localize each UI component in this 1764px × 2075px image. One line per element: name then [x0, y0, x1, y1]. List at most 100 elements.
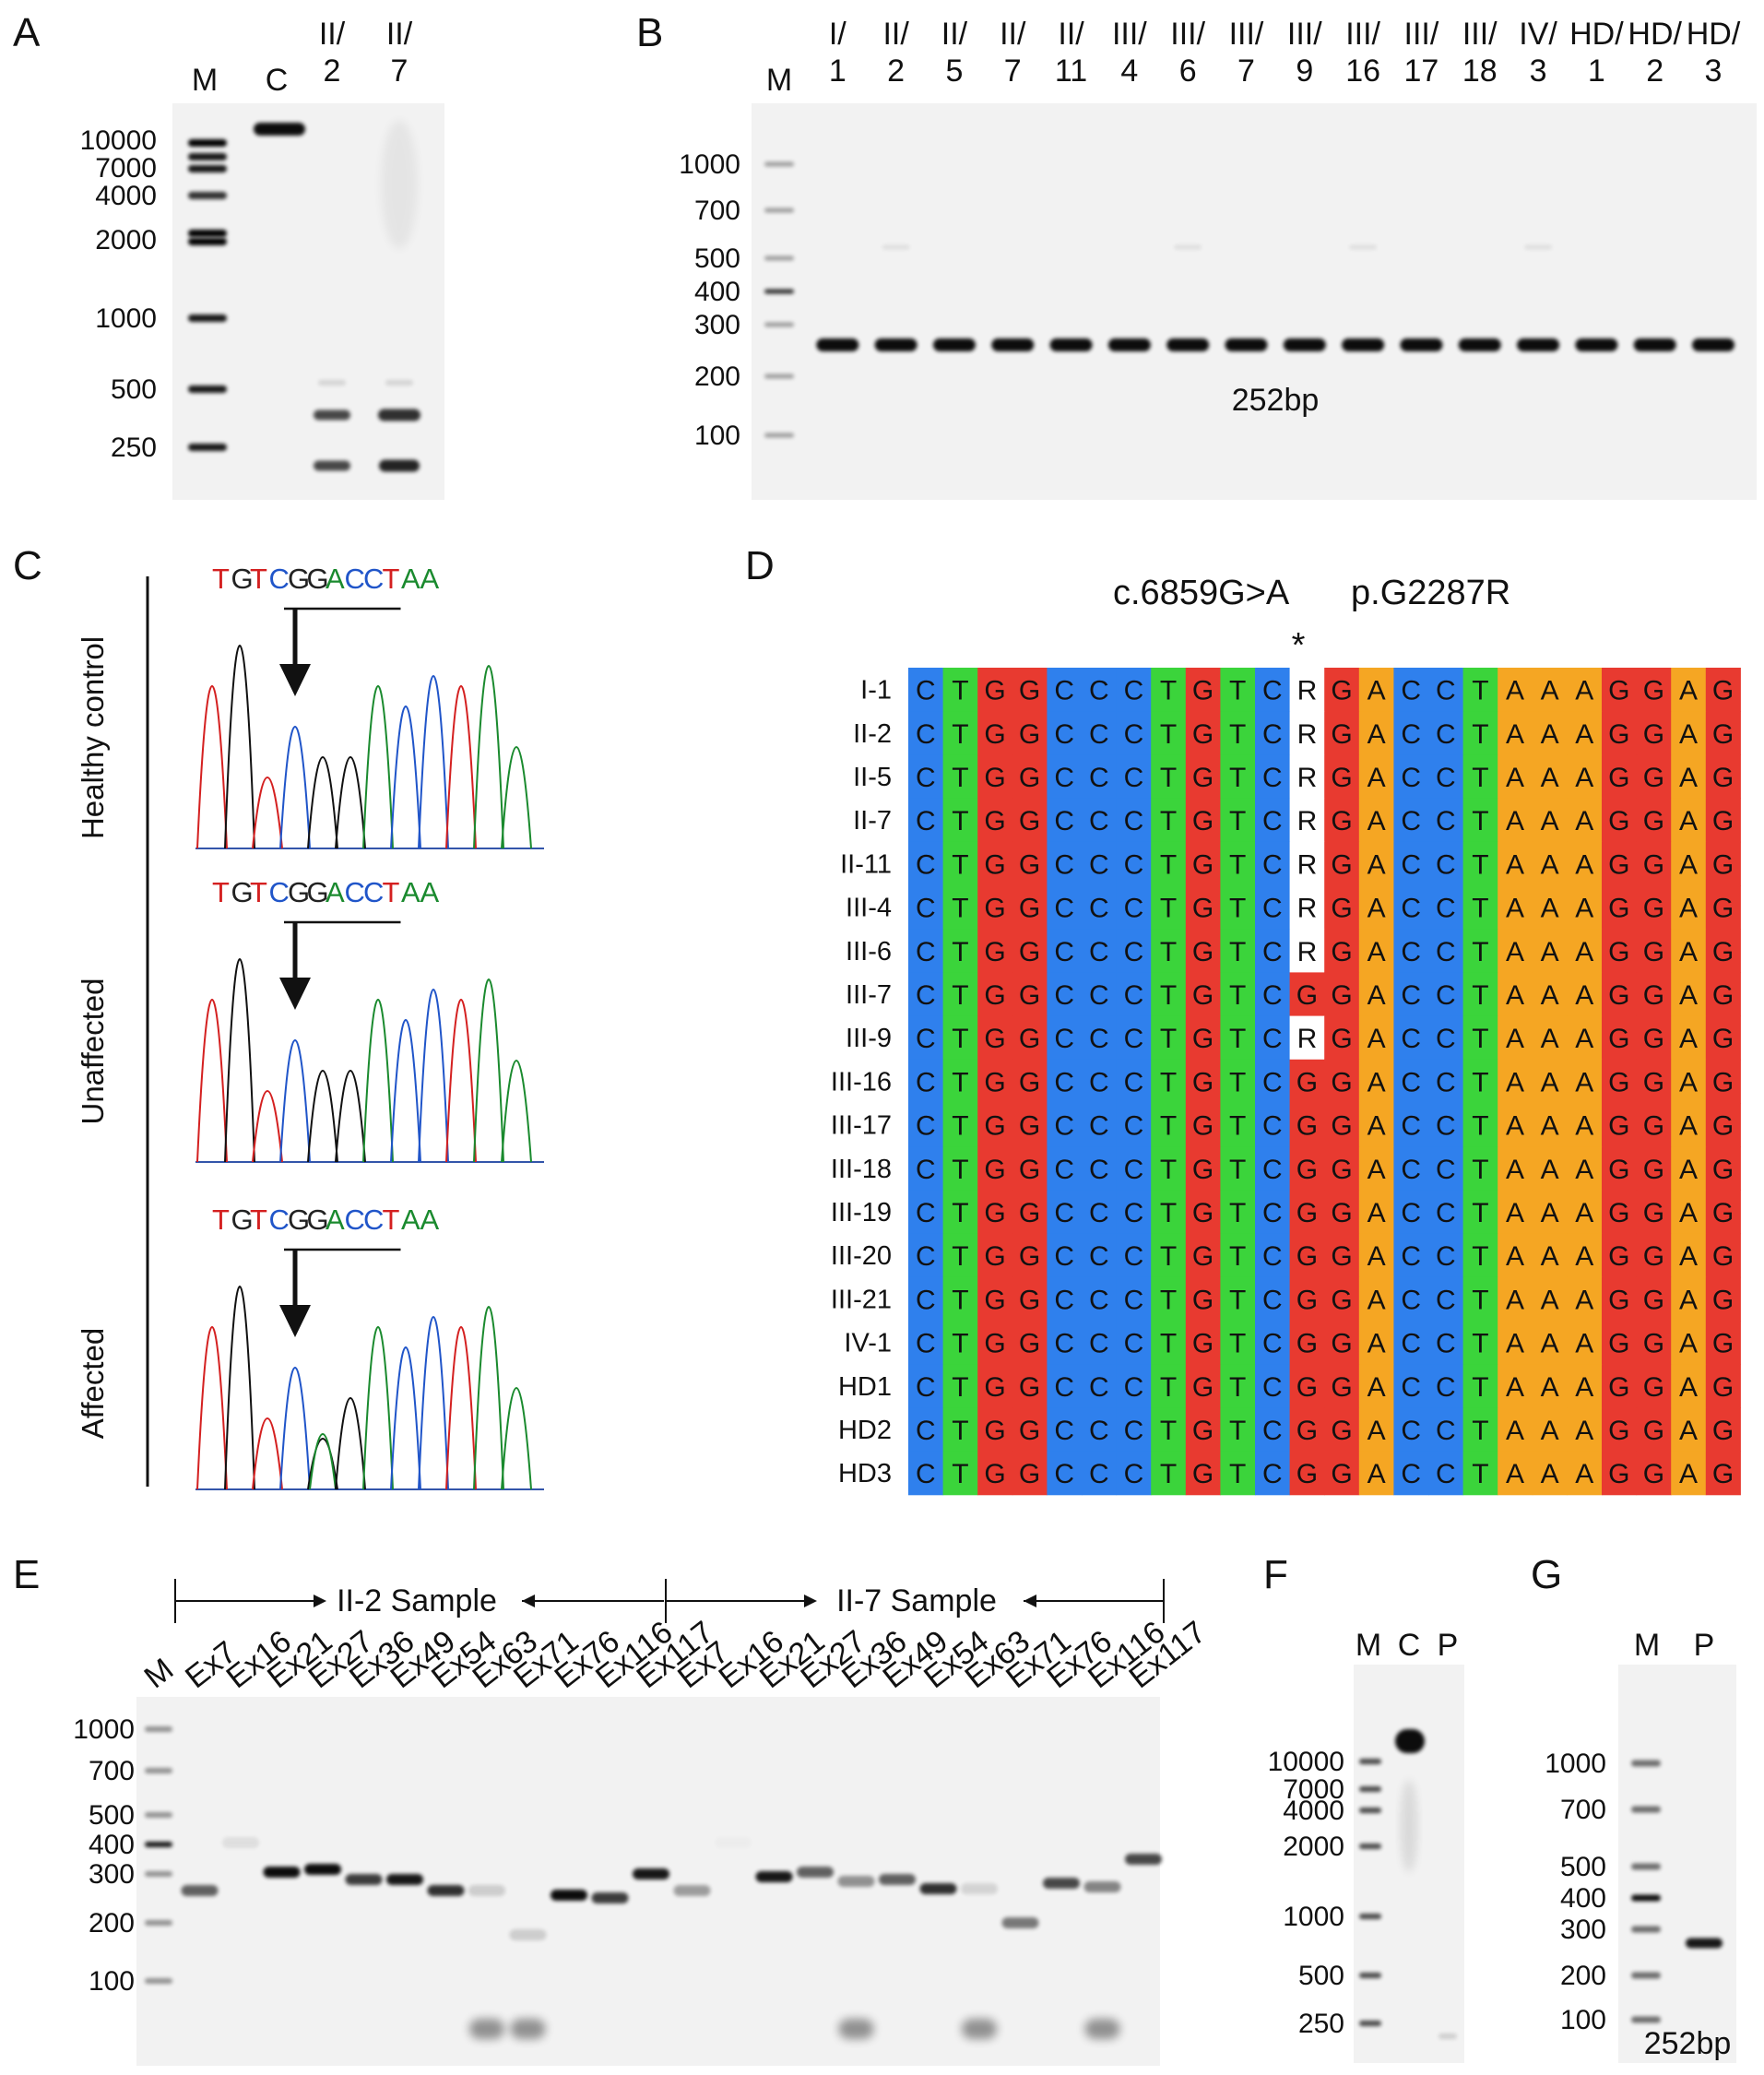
- alignment-cell: [1602, 1103, 1638, 1147]
- ladder-band: [764, 208, 794, 213]
- alignment-cell: [1428, 754, 1464, 800]
- alignment-cell: [1151, 711, 1187, 755]
- alignment-cell: [1671, 668, 1707, 712]
- alignment-cell: [1289, 1233, 1325, 1278]
- alignment-cell: [1393, 754, 1429, 800]
- alignment-base: G: [1019, 980, 1040, 1011]
- exon-band: [222, 1837, 259, 1848]
- alignment-cell: [1498, 1321, 1533, 1365]
- ladder-band: [764, 374, 794, 379]
- chromatogram-1: Healthy control TGTCGGACCTAA: [76, 563, 544, 849]
- alignment-cell: [1220, 1276, 1256, 1322]
- gel-f-ladder-label: 4000: [1283, 1796, 1344, 1826]
- alignment-cell: [977, 885, 1013, 930]
- alignment-row-label: I-1: [860, 676, 892, 706]
- pcr-band: [991, 338, 1035, 351]
- alignment-base: A: [1575, 1067, 1593, 1097]
- alignment-cell: [1151, 1103, 1187, 1147]
- alignment-base: G: [984, 980, 1005, 1011]
- pcr-band: [1400, 338, 1443, 351]
- exon-band: [304, 1864, 341, 1875]
- alignment-base: G: [1192, 1416, 1213, 1446]
- alignment-base: C: [1262, 1155, 1283, 1185]
- alignment-cell: [942, 668, 978, 712]
- trace-peak: [473, 978, 504, 1163]
- alignment-cell: [1532, 1451, 1568, 1496]
- alignment-cell: [1532, 1276, 1568, 1322]
- alignment-base: G: [1192, 1198, 1213, 1228]
- alignment-base: T: [1472, 849, 1488, 880]
- pcr-band: [1225, 338, 1268, 351]
- alignment-cell: [1255, 1190, 1291, 1235]
- gel-a-ladder-label: 7000: [95, 153, 157, 184]
- alignment-cell: [1393, 1015, 1429, 1061]
- gel-b-lane-label: III/7: [1229, 17, 1264, 89]
- ladder-band: [764, 433, 794, 438]
- alignment-base: A: [1575, 1198, 1593, 1228]
- ladder-band: [145, 1842, 172, 1847]
- alignment-cell: [1358, 1059, 1394, 1104]
- gel-b-lane-label: III/16: [1345, 17, 1380, 89]
- alignment-cell: [1324, 798, 1360, 843]
- alignment-base: T: [1472, 763, 1488, 793]
- alignment-base: T: [1160, 1198, 1177, 1228]
- alignment-cell: [908, 1276, 944, 1322]
- alignment-base: T: [1160, 806, 1177, 836]
- alignment-base: G: [1019, 763, 1040, 793]
- alignment-base: A: [1679, 1372, 1698, 1403]
- ladder-band: [1359, 1844, 1381, 1849]
- trace-peak: [390, 1019, 421, 1163]
- alignment-cell: [1047, 1059, 1083, 1104]
- alignment-cell: [977, 841, 1013, 886]
- alignment-base: G: [1331, 806, 1352, 836]
- alignment-cell: [1532, 711, 1568, 755]
- alignment-cell: [1462, 1233, 1498, 1278]
- alignment-cell: [1567, 885, 1603, 930]
- alignment-cell: [942, 798, 978, 843]
- alignment-cell: [1428, 1233, 1464, 1278]
- alignment-base: G: [1608, 1285, 1629, 1315]
- alignment-cell: [1012, 929, 1048, 973]
- gel-b-lane-label: M: [766, 63, 792, 98]
- alignment-cell: [1532, 1015, 1568, 1061]
- smear: [381, 120, 418, 249]
- alignment-cell: [1358, 841, 1394, 886]
- ladder-band: [1359, 1759, 1381, 1764]
- alignment-cell: [1705, 754, 1741, 800]
- ladder-band: [188, 139, 227, 147]
- alignment-cell: [1358, 1451, 1394, 1496]
- alignment-cell: [1671, 711, 1707, 755]
- gel-b-lane-label: II/5: [941, 17, 968, 89]
- chromatogram-group-label: Healthy control: [76, 636, 110, 839]
- trace-peak: [307, 756, 338, 849]
- alignment-cell: [1220, 929, 1256, 973]
- alignment-cell: [1185, 1364, 1221, 1408]
- alignment-base: C: [916, 980, 936, 1011]
- gel-g-ladder-label: 100: [1560, 2005, 1606, 2035]
- chromatogram-3: Affected TGTCGGACCTAA: [76, 1204, 544, 1490]
- alignment-base: A: [1367, 980, 1386, 1011]
- alignment-cell: [1255, 1364, 1291, 1408]
- alignment-cell: [1220, 1146, 1256, 1191]
- alignment-base: G: [984, 1285, 1005, 1315]
- alignment-base: C: [1262, 1067, 1283, 1097]
- alignment-base: A: [1575, 763, 1593, 793]
- trace-peak: [390, 706, 421, 849]
- alignment-cell: [1393, 1364, 1429, 1408]
- ladder-band: [1359, 1808, 1381, 1813]
- alignment-base: C: [1436, 1372, 1456, 1403]
- alignment-base: T: [952, 1111, 968, 1142]
- alignment-base: A: [1541, 980, 1559, 1011]
- gel-b-lane-label: III/17: [1404, 17, 1439, 89]
- alignment-row-label: HD1: [838, 1372, 892, 1402]
- alignment-base: G: [1296, 1111, 1318, 1142]
- alignment-cell: [1255, 841, 1291, 886]
- alignment-cell: [942, 1233, 978, 1278]
- alignment-cell: [1255, 972, 1291, 1017]
- alignment-cell: [1428, 885, 1464, 930]
- alignment-base: C: [1124, 1416, 1144, 1446]
- gel-b-lane-label: II/2: [882, 17, 909, 89]
- alignment-base: G: [1331, 1372, 1352, 1403]
